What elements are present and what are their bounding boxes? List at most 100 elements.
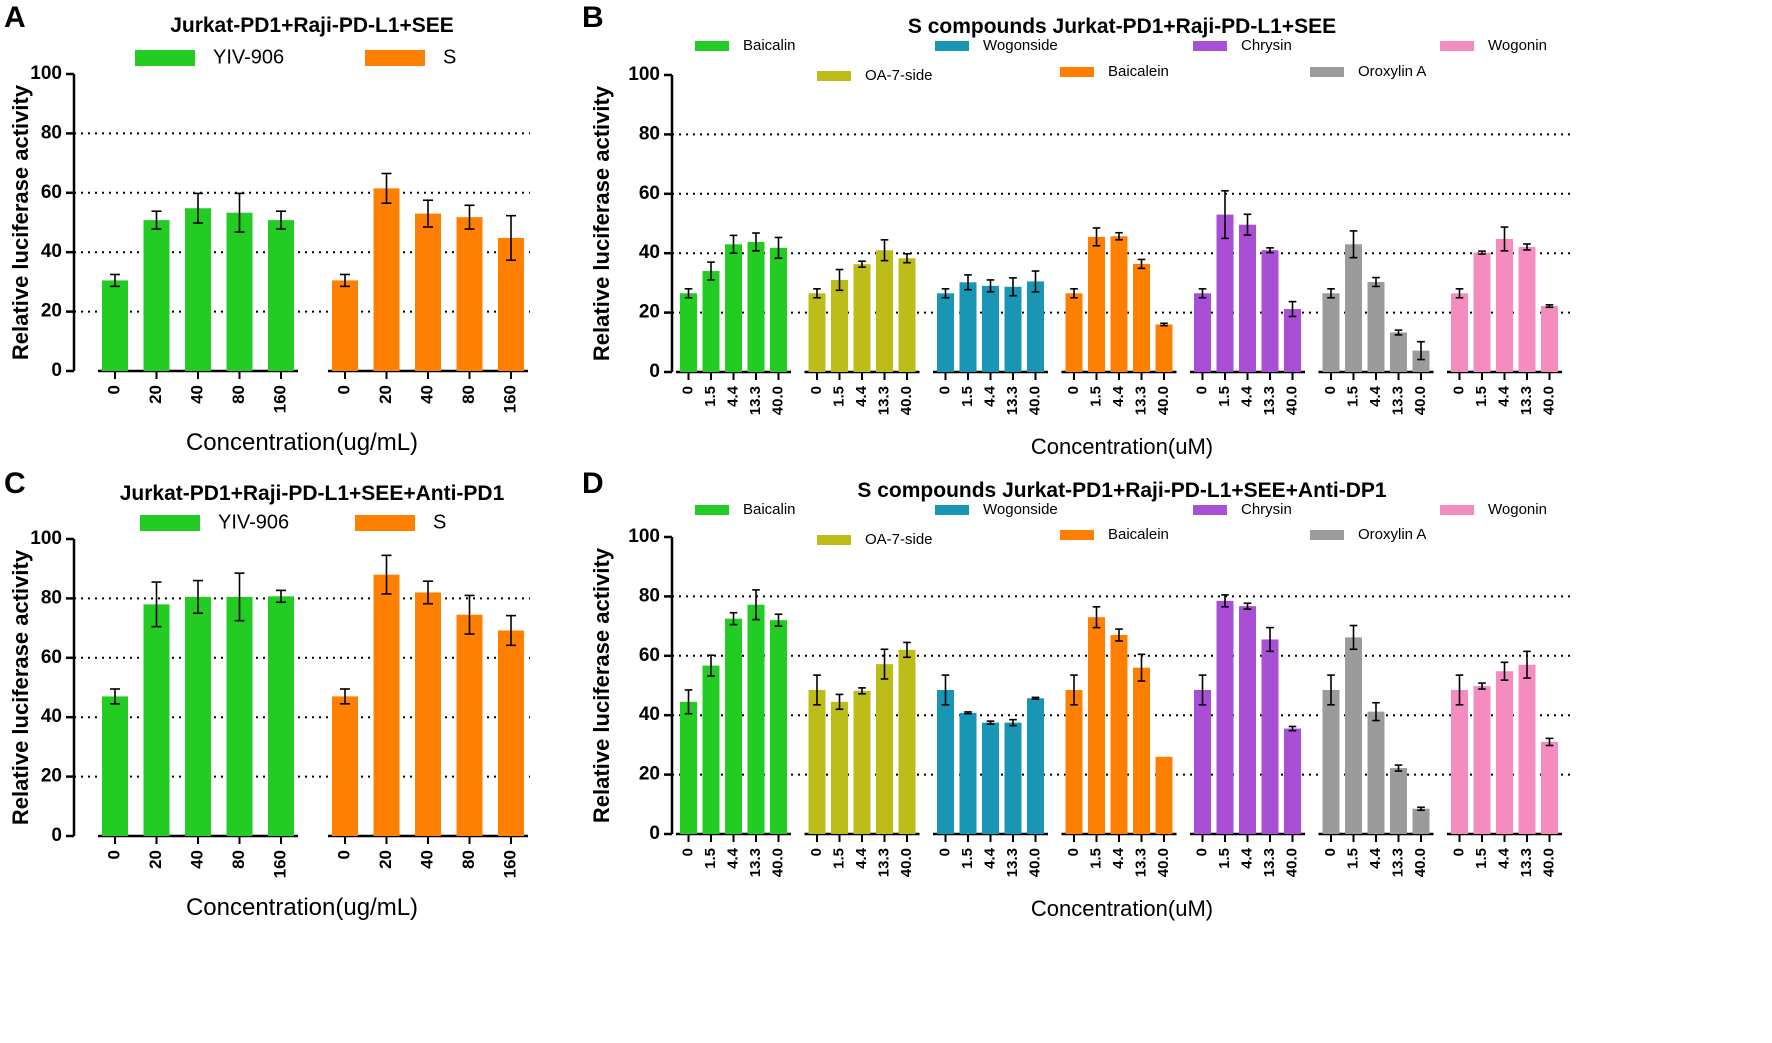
y-tick-label: 100 [628,64,660,85]
bar [1473,252,1491,372]
x-tick-label: 4.4 [981,385,998,407]
x-tick-label: 20 [146,385,165,404]
legend-swatch [695,505,729,515]
y-tick-label: 80 [639,123,660,144]
bar [959,282,977,372]
panel-c: C Jurkat-PD1+Raji-PD-L1+SEE+Anti-PD1 Relat… [4,467,530,921]
bar [1065,689,1083,834]
bar [680,701,697,834]
series-oa-7-side: 0 1.5 4.4 13.3 40.0 [804,239,920,415]
chart-title: Jurkat-PD1+Raji-PD-L1+SEE+Anti-PD1 [120,482,505,505]
x-tick-label: 1.5 [1087,386,1104,407]
x-tick-label: 13.3 [875,848,892,877]
bar [982,285,999,372]
legend-swatch [935,505,969,515]
x-tick-label: 1.5 [959,386,976,407]
series-baicalin: 0 1.5 4.4 13.3 40.0 [676,589,791,877]
series-oroxylin-a: 0 1.5 4.4 13.3 40.0 [1318,624,1434,877]
x-tick-label: 0 [1193,386,1210,394]
panel-letter: D [582,467,604,500]
legend-swatch [1060,530,1094,540]
x-tick-label: 4.4 [1367,847,1384,869]
x-tick-label: 4.4 [1110,847,1127,869]
legend-swatch [935,41,969,51]
x-tick-label: 1.5 [1344,386,1361,407]
bar [456,217,483,371]
x-tick-label: 1.5 [830,386,847,407]
x-tick-label: 0 [1065,386,1082,394]
bar [1110,635,1128,834]
x-tick-label: 13.3 [1132,848,1149,877]
bar [725,618,742,834]
series-oroxylin-a: 0 1.5 4.4 13.3 40.0 [1318,230,1434,415]
bar [332,696,358,836]
x-tick-label: 0 [936,386,953,394]
legend-swatch [817,71,851,81]
x-tick-label: 13.3 [1518,848,1535,877]
x-axis-title: Concentration(uM) [1031,896,1213,921]
legend-label: Chrysin [1241,501,1292,518]
bar [1541,741,1558,834]
legend-swatch [355,515,415,531]
y-tick-label: 40 [41,706,62,727]
bar [747,604,765,834]
legend-swatch [695,41,729,51]
x-tick-label: 160 [500,385,519,413]
bar [1155,324,1173,372]
bar [1473,686,1491,834]
bar [143,220,170,371]
bar [102,696,128,836]
y-tick-label: 0 [51,360,62,381]
x-tick-label: 0 [1193,848,1210,856]
x-tick-label: 40.0 [769,386,786,415]
bar [702,271,720,372]
series-wogonside: 0 1.5 4.4 13.3 40.0 [933,674,1048,877]
legend-label: Oroxylin A [1358,63,1426,80]
bar [1518,246,1536,372]
bar [1451,293,1468,372]
bar [1390,332,1407,372]
bar [1496,671,1513,834]
x-tick-label: 40.0 [1026,848,1043,877]
x-tick-label: 0 [1450,848,1467,856]
x-tick-label: 13.3 [1132,386,1149,415]
series-s: 0 20 40 80 160 [328,554,528,878]
y-tick-label: 20 [639,302,660,323]
bar [876,250,893,372]
legend-swatch [1440,41,1474,51]
x-tick-label: 13.3 [747,848,764,877]
legend-label: Wogonin [1488,501,1547,518]
bar [1541,306,1558,372]
x-tick-label: 4.4 [1367,385,1384,407]
y-tick-label: 60 [41,182,62,203]
x-tick-label: 0 [679,848,696,856]
y-tick-label: 60 [639,183,660,204]
bar [770,247,787,372]
x-tick-label: 4.4 [853,847,870,869]
y-tick-label: 60 [41,647,62,668]
x-tick-label: 20 [376,385,395,404]
bar [185,596,211,836]
x-tick-label: 1.5 [1473,386,1490,407]
x-tick-label: 160 [270,850,289,878]
x-tick-label: 13.3 [1389,386,1406,415]
x-tick-label: 160 [270,385,289,413]
legend-label: Oroxylin A [1358,526,1426,543]
x-tick-label: 0 [104,850,123,859]
bar [1004,286,1022,372]
bar [1322,293,1340,372]
legend-label: Wogonside [983,37,1058,54]
x-tick-label: 1.5 [1473,848,1490,869]
bar [1284,309,1301,372]
bar [1088,236,1105,372]
legend-swatch [1440,505,1474,515]
x-tick-label: 1.5 [1344,848,1361,869]
x-tick-label: 4.4 [1495,847,1512,869]
chart-title: S compounds Jurkat-PD1+Raji-PD-L1+SEE [908,15,1336,38]
x-tick-label: 4.4 [1238,385,1255,407]
bar [1367,282,1385,372]
bar [853,264,871,372]
series-wogonin: 0 1.5 4.4 13.3 40.0 [1447,226,1562,415]
panel-b: B S compounds Jurkat-PD1+Raji-PD-L1+SEE Re… [582,1,1572,459]
bar [1027,698,1044,834]
